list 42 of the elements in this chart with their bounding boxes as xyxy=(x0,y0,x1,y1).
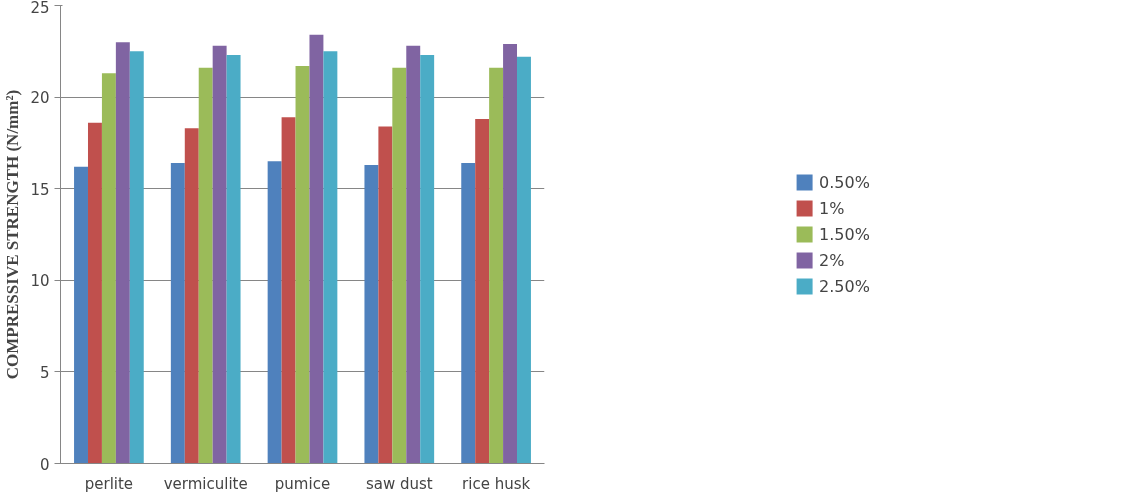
legend-label: 2% xyxy=(819,250,845,270)
bar xyxy=(309,34,324,464)
bar xyxy=(198,67,213,464)
bar xyxy=(323,51,338,464)
x-tick-label: saw dust xyxy=(365,474,433,493)
bar xyxy=(378,126,393,464)
bar xyxy=(489,67,504,464)
y-tick-label: 20 xyxy=(30,89,50,108)
x-tick-label: pumice xyxy=(274,474,331,493)
bar xyxy=(129,51,144,464)
bar xyxy=(517,56,531,464)
bar xyxy=(475,119,490,464)
y-tick-label: 15 xyxy=(30,180,50,199)
bar xyxy=(364,164,379,464)
bar xyxy=(170,163,185,464)
bar xyxy=(281,117,296,464)
x-tick-label: vermiculite xyxy=(163,474,248,493)
bar xyxy=(226,54,241,464)
bar xyxy=(267,161,282,464)
bar xyxy=(184,128,199,464)
x-tick-label: perlite xyxy=(84,474,134,493)
y-tick-label: 5 xyxy=(39,363,50,382)
legend-label: 0.50% xyxy=(819,172,870,192)
bar xyxy=(406,45,421,464)
bar xyxy=(74,166,88,464)
y-tick-label: 0 xyxy=(39,455,50,474)
y-axis-title: COMPRESSIVE STRENGTH (N/mm²) xyxy=(3,89,23,380)
bar xyxy=(503,43,518,464)
y-tick-label: 10 xyxy=(30,272,50,291)
bar xyxy=(420,54,435,464)
bar xyxy=(295,65,310,464)
y-tick-label: 25 xyxy=(30,0,50,17)
bar xyxy=(115,42,130,464)
legend-label: 1.50% xyxy=(819,224,870,244)
bar xyxy=(461,163,476,464)
bar xyxy=(212,45,227,464)
bar xyxy=(87,122,102,464)
x-tick-label: rice husk xyxy=(462,474,531,493)
bar xyxy=(392,67,407,464)
legend-label: 2.50% xyxy=(819,276,870,296)
bar xyxy=(101,73,116,464)
legend-label: 1% xyxy=(819,198,845,218)
